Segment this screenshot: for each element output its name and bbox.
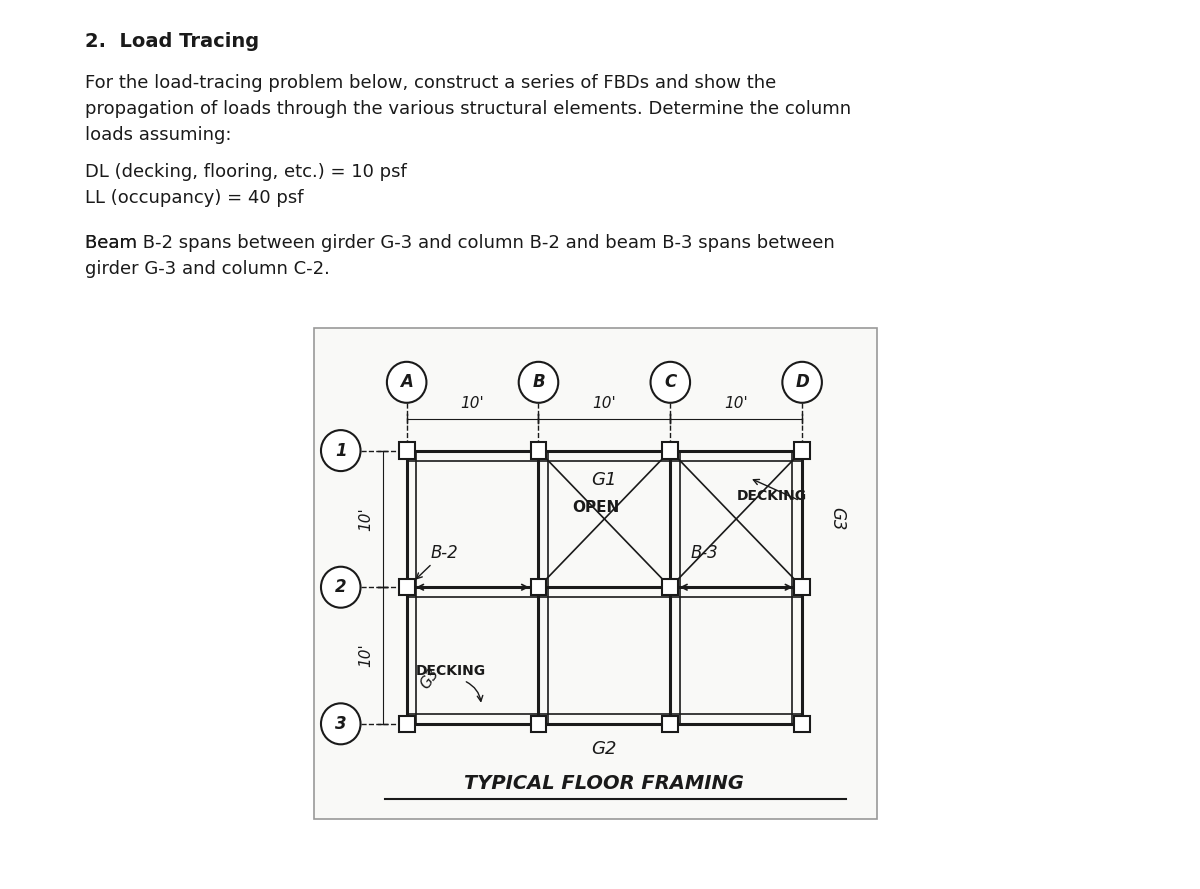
Circle shape <box>320 430 360 471</box>
Text: DL (decking, flooring, etc.) = 10 psf: DL (decking, flooring, etc.) = 10 psf <box>85 163 407 181</box>
Bar <box>530 579 546 596</box>
FancyBboxPatch shape <box>314 328 877 820</box>
Text: loads assuming:: loads assuming: <box>85 126 232 144</box>
Text: G3: G3 <box>418 665 443 692</box>
Text: propagation of loads through the various structural elements. Determine the colu: propagation of loads through the various… <box>85 100 851 118</box>
Bar <box>662 716 678 732</box>
Bar <box>398 716 414 732</box>
Bar <box>794 443 810 459</box>
Text: A: A <box>401 373 413 391</box>
Bar <box>794 579 810 596</box>
Circle shape <box>518 362 558 403</box>
Text: G2: G2 <box>592 740 617 757</box>
Text: 10': 10' <box>461 396 485 411</box>
Text: 1: 1 <box>335 442 347 460</box>
Text: OPEN: OPEN <box>572 500 619 515</box>
Text: B: B <box>532 373 545 391</box>
Text: LL (occupancy) = 40 psf: LL (occupancy) = 40 psf <box>85 189 304 207</box>
Text: Beam: Beam <box>85 234 143 252</box>
Bar <box>662 579 678 596</box>
Circle shape <box>320 703 360 744</box>
Text: Beam B-2 spans between girder G-3 and column B-2 and beam B-3 spans between: Beam B-2 spans between girder G-3 and co… <box>85 234 835 252</box>
Bar <box>530 716 546 732</box>
Circle shape <box>320 566 360 608</box>
Text: For the load-tracing problem below, construct a series of FBDs and show the: For the load-tracing problem below, cons… <box>85 74 776 92</box>
Text: girder G-3 and column C-2.: girder G-3 and column C-2. <box>85 260 330 278</box>
Text: 3: 3 <box>335 715 347 733</box>
Bar <box>398 443 414 459</box>
Bar <box>398 579 414 596</box>
Text: C: C <box>664 373 677 391</box>
Text: 10': 10' <box>593 396 617 411</box>
Text: G1: G1 <box>592 471 617 489</box>
Bar <box>530 443 546 459</box>
Text: 2: 2 <box>335 578 347 597</box>
Text: DECKING: DECKING <box>737 489 806 503</box>
Circle shape <box>386 362 426 403</box>
Circle shape <box>650 362 690 403</box>
Text: TYPICAL FLOOR FRAMING: TYPICAL FLOOR FRAMING <box>464 774 744 793</box>
Text: 10': 10' <box>359 644 373 668</box>
Text: B-2: B-2 <box>431 544 458 562</box>
Text: 10': 10' <box>359 507 373 531</box>
Text: 10': 10' <box>725 396 748 411</box>
Text: G3: G3 <box>828 507 846 531</box>
Text: B-3: B-3 <box>690 544 718 562</box>
Text: D: D <box>796 373 809 391</box>
Text: 2.  Load Tracing: 2. Load Tracing <box>85 32 259 51</box>
Bar <box>794 716 810 732</box>
Text: DECKING: DECKING <box>415 664 486 678</box>
Bar <box>662 443 678 459</box>
Circle shape <box>782 362 822 403</box>
